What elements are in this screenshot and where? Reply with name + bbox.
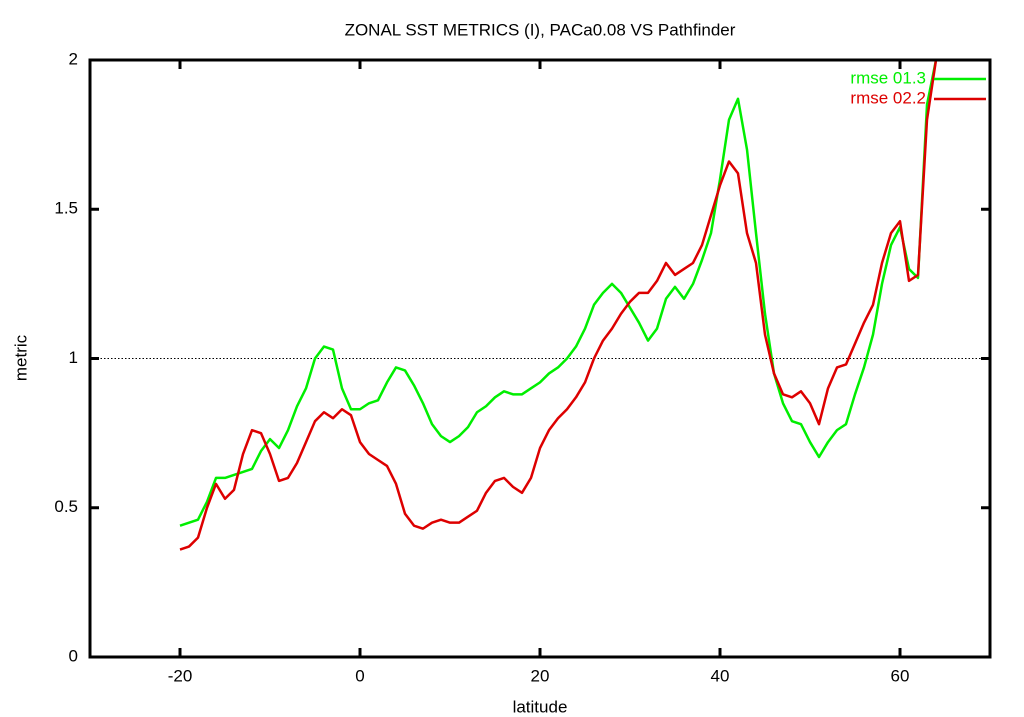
plot-frame <box>88 58 992 659</box>
x-tick-label: 0 <box>355 666 364 685</box>
data-line <box>179 60 938 527</box>
y-tick-label: 1 <box>69 348 78 367</box>
x-axis-label: latitude <box>513 697 568 716</box>
legend-label: rmse 01.3 <box>850 68 926 87</box>
legend-label: rmse 02.2 <box>850 88 926 107</box>
x-tick-label: 60 <box>891 666 910 685</box>
y-tick-label: 1.5 <box>54 199 78 218</box>
chart-title: ZONAL SST METRICS (I), PACa0.08 VS Pathf… <box>345 20 736 39</box>
x-tick-label: -20 <box>168 666 193 685</box>
x-tick-label: 40 <box>711 666 730 685</box>
y-axis-label: metric <box>11 334 30 381</box>
y-tick-label: 0 <box>69 646 78 665</box>
y-tick-label: 2 <box>69 49 78 68</box>
y-tick-label: 0.5 <box>54 497 78 516</box>
data-line <box>179 60 938 551</box>
plot-area <box>90 60 990 551</box>
x-tick-label: 20 <box>531 666 550 685</box>
